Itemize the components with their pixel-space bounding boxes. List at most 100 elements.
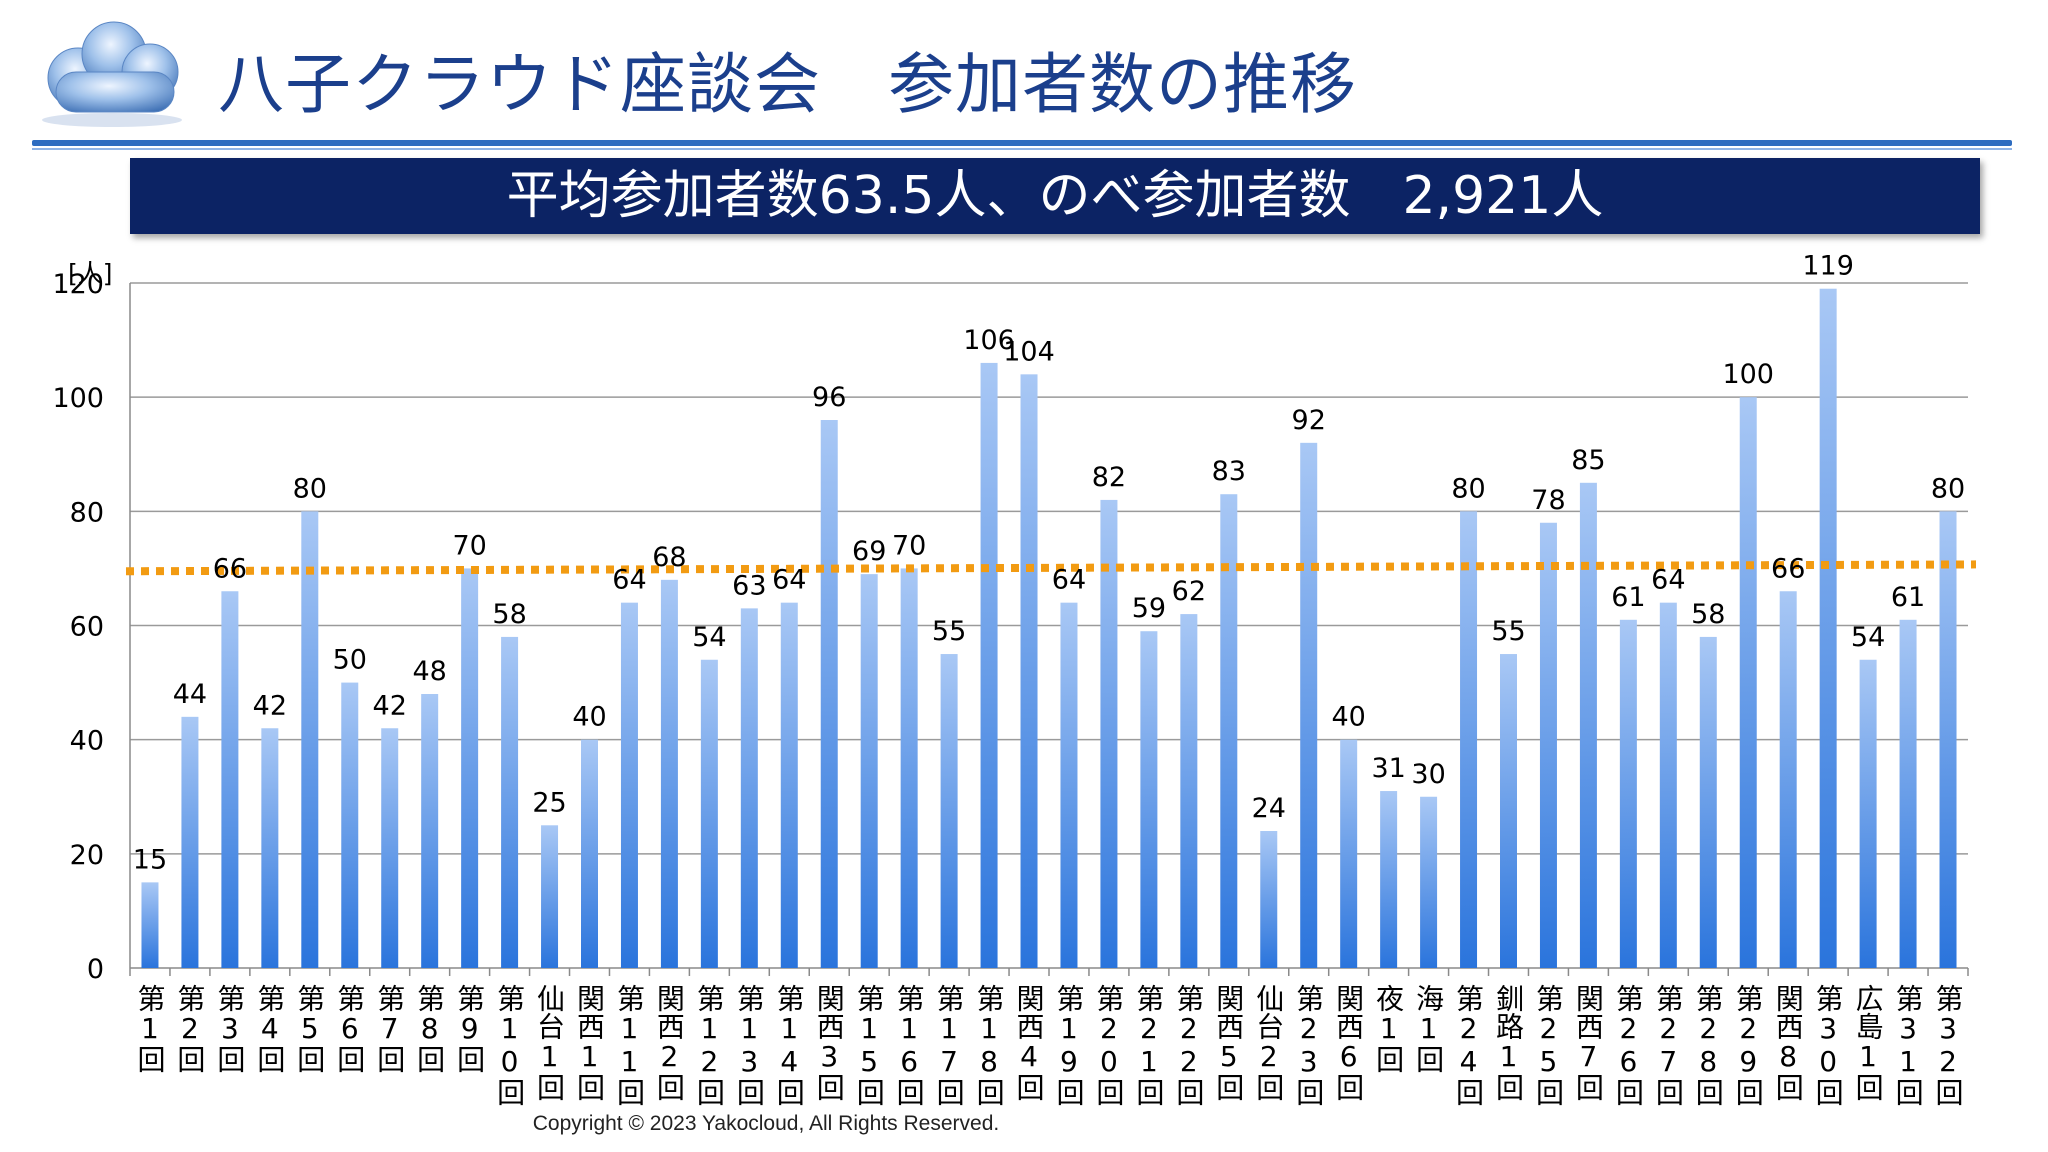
cloud-icon: [42, 21, 182, 127]
y-tick-label: 100: [52, 383, 104, 414]
bar: [1859, 659, 1877, 968]
bar: [421, 694, 439, 968]
bar: [541, 825, 559, 968]
data-label: 106: [963, 325, 1015, 356]
data-label: 80: [1451, 473, 1485, 504]
data-label: 66: [1771, 553, 1805, 584]
category-label: 第31回: [1892, 984, 1925, 1106]
bar: [1619, 619, 1637, 968]
bar: [1779, 591, 1797, 968]
category-label: 第20回: [1092, 984, 1125, 1106]
data-label: 15: [133, 844, 167, 875]
category-label: 関西7回: [1572, 984, 1605, 1101]
bar: [301, 511, 319, 968]
copyright-text: Copyright © 2023 Yakocloud, All Rights R…: [532, 1112, 1000, 1135]
axes: 0 20 40 60 80 100 120: [52, 269, 1969, 985]
data-label: 25: [532, 787, 566, 818]
data-label: 64: [772, 565, 806, 596]
data-label: 68: [652, 542, 686, 573]
data-label: 62: [1172, 576, 1206, 607]
bar: [1140, 631, 1158, 968]
bar: [1420, 796, 1438, 968]
bar: [940, 654, 958, 968]
bar: [1300, 442, 1318, 968]
data-label: 80: [293, 473, 327, 504]
data-label: 92: [1292, 405, 1326, 436]
data-label: 64: [1052, 565, 1086, 596]
y-tick-label: 0: [87, 954, 104, 985]
summary-banner-text: 平均参加者数63.5人、のべ参加者数 2,921人: [506, 166, 1604, 226]
data-label: 59: [1132, 593, 1166, 624]
bar: [381, 728, 399, 968]
bar: [1260, 831, 1278, 968]
bar: [1340, 739, 1358, 968]
data-label: 40: [572, 702, 606, 733]
data-label: 70: [452, 530, 486, 561]
page-title: 八子クラウド座談会 参加者数の推移: [218, 46, 1357, 123]
bar: [221, 591, 239, 968]
bar: [1939, 511, 1957, 968]
data-label: 31: [1371, 753, 1405, 784]
category-label: 関西2回: [653, 984, 686, 1101]
y-tick-label: 40: [70, 726, 104, 757]
category-label: 第4回: [253, 984, 286, 1073]
data-label: 40: [1331, 702, 1365, 733]
category-label: 第7回: [373, 984, 406, 1073]
bar: [141, 882, 159, 968]
data-label: 119: [1802, 251, 1854, 282]
bar: [1100, 499, 1118, 968]
data-label: 30: [1411, 759, 1445, 790]
category-label: 第5回: [293, 984, 326, 1073]
data-label: 50: [333, 645, 367, 676]
bar: [780, 602, 798, 968]
data-label: 78: [1531, 485, 1565, 516]
category-label: 第29回: [1732, 984, 1765, 1106]
data-label: 54: [1851, 622, 1885, 653]
bar: [1460, 511, 1478, 968]
data-label: 61: [1891, 582, 1925, 613]
category-label: 第18回: [973, 984, 1006, 1106]
bar: [1579, 482, 1597, 968]
bar: [1899, 619, 1917, 968]
title-divider-secondary: [32, 148, 2012, 150]
bar: [1819, 288, 1837, 968]
category-label: 関西8回: [1772, 984, 1805, 1101]
bar: [181, 716, 199, 968]
bar: [261, 728, 279, 968]
category-label: 第15回: [853, 984, 886, 1106]
data-label: 42: [373, 690, 407, 721]
category-label: 釧路1回: [1492, 984, 1525, 1101]
data-label: 64: [1651, 565, 1685, 596]
title-divider: [32, 140, 2012, 146]
category-label: 広島1回: [1852, 984, 1885, 1101]
category-label: 第28回: [1692, 984, 1725, 1106]
data-label: 42: [253, 690, 287, 721]
data-label: 61: [1611, 582, 1645, 613]
data-label: 104: [1003, 336, 1055, 367]
data-label: 54: [692, 622, 726, 653]
category-label: 関西6回: [1332, 984, 1365, 1101]
category-label: 海1回: [1412, 984, 1445, 1073]
data-label: 24: [1252, 793, 1286, 824]
category-label: 第32回: [1932, 984, 1965, 1106]
bar: [341, 682, 359, 968]
category-labels: 第1回 第2回 第3回 第4回 第5回 第6回 第7回 第8回 第9回 第10回 仙台1回 関西1回第…: [133, 984, 1964, 1106]
category-label: 第26回: [1612, 984, 1645, 1106]
data-label: 44: [173, 679, 207, 710]
category-label: 関西3回: [813, 984, 846, 1101]
category-label: 第19回: [1052, 984, 1085, 1106]
category-label: 第13回: [733, 984, 766, 1106]
y-tick-label: 20: [70, 840, 104, 871]
data-label: 63: [732, 570, 766, 601]
category-label: 関西5回: [1212, 984, 1245, 1101]
bar: [660, 579, 678, 968]
category-label: 第8回: [413, 984, 446, 1073]
category-label: 第22回: [1172, 984, 1205, 1106]
category-label: 夜1回: [1372, 984, 1405, 1073]
bar: [1659, 602, 1677, 968]
category-label: 第14回: [773, 984, 806, 1106]
bar: [1020, 374, 1038, 968]
bars: [141, 288, 1957, 969]
category-label: 仙台1回: [533, 984, 566, 1101]
